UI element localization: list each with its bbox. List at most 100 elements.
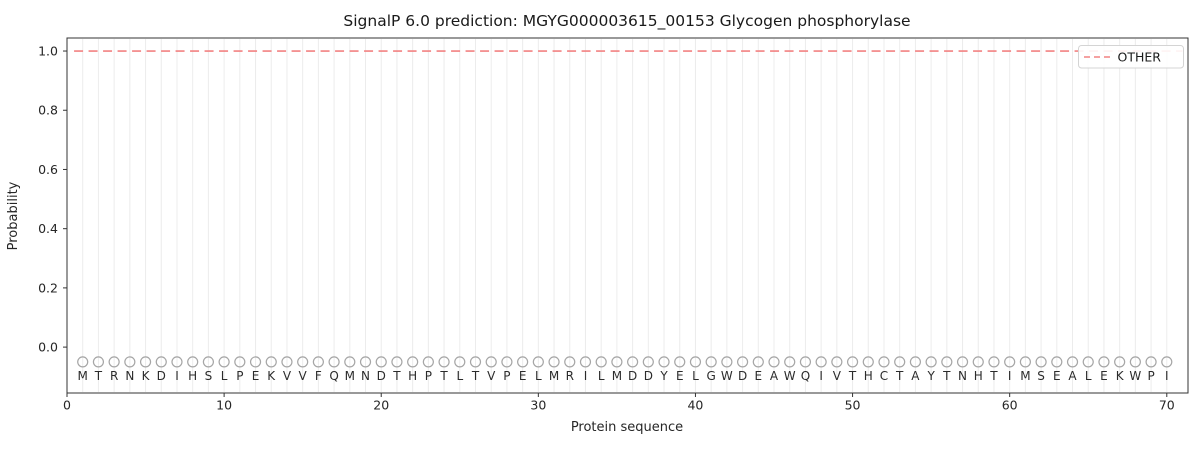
residue-marker [784,356,796,368]
residue-marker [1161,356,1173,368]
y-tick-label: 0.4 [38,221,58,236]
residue-marker [328,356,340,368]
residue-marker [894,356,906,368]
residue-letter: S [205,369,213,383]
residue-marker [564,356,576,368]
residue-marker [941,356,953,368]
y-tick-label: 0.2 [38,280,58,295]
residue-marker [862,356,874,368]
x-tick-label: 0 [63,398,71,413]
residue-letter: R [110,369,118,383]
residue-marker [312,356,324,368]
x-tick-label: 60 [1002,398,1018,413]
residue-marker [92,356,105,368]
residue-letter: T [392,369,401,383]
residue-marker [579,356,592,368]
legend-box [1078,45,1184,69]
residue-letter: V [299,369,308,383]
residue-marker [1098,356,1110,368]
residue-marker [658,356,670,368]
residue-marker [721,356,733,368]
residue-marker [548,356,560,368]
residue-letter: W [784,369,796,383]
residue-letter: E [519,369,527,383]
residue-marker [831,356,843,368]
residue-letter: C [880,369,888,383]
residue-letter: D [628,369,637,383]
residue-letter: M [78,369,88,383]
residue-letter: T [471,369,480,383]
residue-letter: P [503,369,510,383]
residue-letter: W [1129,369,1141,383]
legend: OTHER [1078,45,1184,69]
residue-marker [1129,356,1141,368]
residue-marker [1035,356,1047,368]
y-tick-label: 0.0 [38,340,58,355]
residue-letter: D [738,369,747,383]
residue-letter: A [770,369,779,383]
residue-marker [1051,356,1063,368]
residue-marker [1114,356,1126,368]
residue-letter: P [425,369,432,383]
residue-letter: D [377,369,386,383]
residue-marker [595,356,607,368]
residue-marker [187,356,199,368]
residue-letter: L [692,369,699,383]
residue-marker [768,356,780,368]
residue-marker [139,356,152,368]
residue-marker [1066,356,1079,368]
x-tick-label: 10 [216,398,232,413]
residue-marker [642,356,654,368]
residue-marker [532,356,544,368]
residue-marker [359,356,372,368]
residue-letter: E [252,369,260,383]
residue-marker [297,356,309,368]
residue-marker [972,356,984,368]
residue-marker [1082,356,1094,368]
residue-letter: I [584,369,588,383]
residue-letter: I [819,369,823,383]
residue-marker [611,356,623,368]
residue-marker [234,356,246,368]
residue-letter: I [1008,369,1012,383]
residue-letter: M [1020,369,1030,383]
residue-marker [108,356,120,368]
residue-letter: T [848,369,857,383]
residue-letter: M [612,369,622,383]
residue-marker [407,356,419,368]
residue-marker [627,356,639,368]
x-axis-label: Protein sequence [571,420,683,435]
residue-letter: I [1165,369,1169,383]
residue-letter: N [125,369,134,383]
residue-letter: H [408,369,417,383]
y-tick-label: 0.6 [38,162,58,177]
residue-marker [956,356,969,368]
residue-letter: M [345,369,355,383]
residue-letter: E [676,369,684,383]
residue-marker [391,356,403,368]
residue-letter: P [236,369,243,383]
axes-layer: 0 10 20 30 40 50 60 70 0.0 0.2 0.4 0.6 0.8 1.0 [38,37,1189,413]
residue-letter: Q [801,369,810,383]
residue-letter: K [142,369,151,383]
residue-marker [1004,356,1016,368]
residue-marker [988,356,1000,368]
residue-letter: K [1116,369,1125,383]
residue-letter: V [833,369,842,383]
residue-letter: E [1053,369,1061,383]
residue-letter: P [1147,369,1154,383]
x-tick-label: 50 [845,398,861,413]
residue-letter: H [188,369,197,383]
residue-letter: R [566,369,574,383]
residue-letter: L [598,369,605,383]
residue-letter: T [895,369,904,383]
residue-letter: H [864,369,873,383]
residue-letter: T [989,369,998,383]
residue-marker [265,356,277,368]
residue-marker [469,356,482,368]
residue-letter: W [721,369,733,383]
residue-marker [846,356,859,368]
residue-marker [705,356,717,368]
residue-marker [909,356,922,368]
